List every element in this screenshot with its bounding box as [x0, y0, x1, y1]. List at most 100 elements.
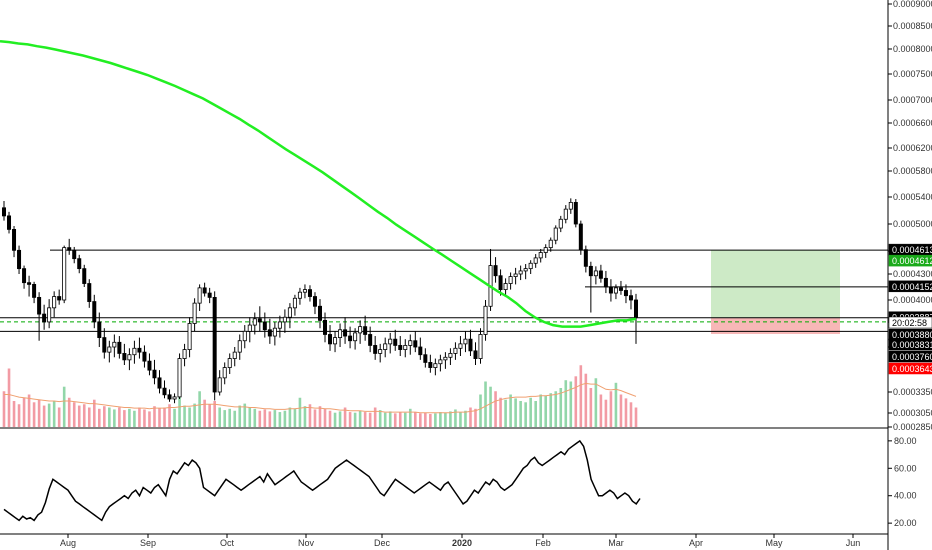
- volume-bar: [198, 391, 201, 427]
- volume-bar: [333, 412, 337, 427]
- candle-body: [212, 296, 217, 393]
- candle-body: [473, 350, 478, 359]
- volume-bar: [539, 394, 542, 427]
- volume-bar: [323, 408, 327, 427]
- volume-bar: [203, 399, 206, 427]
- price-tick-label: 0.0005000: [893, 219, 932, 229]
- candle-body: [257, 318, 262, 323]
- candle-body: [528, 262, 533, 270]
- candle-body: [97, 321, 102, 338]
- candle-body: [307, 289, 312, 297]
- candle-body: [127, 354, 132, 361]
- volume-bar: [614, 382, 618, 427]
- candle-body: [328, 334, 333, 345]
- volume-bar: [464, 410, 467, 427]
- volume-bar: [484, 381, 487, 427]
- volume-bar: [253, 408, 257, 427]
- price-tick-label: 0.0002850: [893, 422, 932, 432]
- volume-bar: [363, 412, 367, 427]
- price-tag: [888, 362, 932, 375]
- volume-bar: [599, 394, 603, 427]
- volume-bar: [283, 410, 287, 427]
- volume-bar: [298, 397, 302, 427]
- candle-body: [428, 362, 433, 368]
- candle-body: [568, 201, 573, 210]
- volume-bar: [589, 388, 593, 427]
- volume-bar: [228, 408, 232, 427]
- volume-bar: [98, 408, 101, 427]
- volume-bar: [92, 399, 96, 427]
- volume-bar: [173, 408, 176, 427]
- candle-body: [107, 346, 112, 353]
- candle-body: [142, 351, 147, 362]
- candle-body: [162, 387, 167, 396]
- candle-body: [317, 305, 322, 321]
- volume-bar: [308, 404, 312, 427]
- candle-body: [538, 252, 543, 259]
- candle-body: [373, 345, 378, 354]
- candle-body: [197, 287, 202, 304]
- volume-bar: [424, 412, 427, 427]
- volume-bar: [2, 391, 6, 427]
- candle-body: [217, 377, 222, 393]
- volume-bar: [193, 403, 196, 427]
- candle-body: [282, 316, 287, 323]
- volume-bar: [208, 404, 211, 427]
- candle-body: [277, 321, 282, 329]
- price-tick-label: 0.0006600: [893, 118, 932, 128]
- volume-bar: [238, 405, 242, 427]
- candle-body: [338, 329, 343, 338]
- candle-body: [147, 360, 152, 371]
- candle-body: [287, 307, 292, 318]
- price-tick-label: 0.0008500: [893, 21, 932, 31]
- volume-bar: [158, 408, 161, 427]
- candle-body: [152, 369, 157, 379]
- candle-body: [478, 334, 483, 359]
- candle-body: [573, 201, 578, 225]
- candle-body: [553, 227, 558, 241]
- volume-bar: [419, 413, 422, 427]
- candle-body: [202, 287, 207, 294]
- volume-bar: [12, 401, 16, 427]
- price-tick-label: 0.0003050: [893, 408, 932, 418]
- price-tag-label: 0.0004152: [892, 282, 932, 292]
- volume-bar: [328, 410, 332, 427]
- volume-bar: [123, 410, 126, 427]
- volume-bar: [82, 404, 86, 427]
- time-tick-label: Nov: [298, 538, 315, 548]
- candle-body: [112, 341, 117, 348]
- volume-bar: [524, 402, 527, 427]
- price-tag-label: 0.0003880: [892, 330, 932, 340]
- volume-bar: [233, 410, 237, 427]
- volume-bar: [489, 386, 492, 427]
- price-tag-label: 0.0004612: [892, 256, 932, 266]
- volume-bar: [153, 406, 156, 427]
- time-tick-label: Dec: [374, 538, 391, 548]
- volume-bar: [604, 399, 608, 427]
- volume-bar: [559, 388, 563, 427]
- price-tick-label: 0.0003350: [893, 387, 932, 397]
- volume-bar: [223, 410, 226, 427]
- candle-body: [408, 340, 413, 346]
- volume-bar: [32, 402, 36, 427]
- rsi-tick-label: 20.00: [894, 518, 917, 528]
- candle-body: [37, 296, 42, 315]
- volume-bar: [7, 368, 11, 427]
- volume-bar: [494, 391, 497, 427]
- candle-body: [22, 268, 27, 284]
- price-tick-label: 0.0007000: [893, 95, 932, 105]
- price-tick-label: 0.0009000: [893, 0, 932, 9]
- time-tick-label: Apr: [689, 538, 703, 548]
- candle-body: [237, 340, 242, 353]
- volume-bar: [67, 397, 71, 427]
- candle-body: [102, 337, 107, 353]
- target-zone: [711, 250, 840, 318]
- volume-bar: [118, 407, 121, 427]
- candle-body: [403, 345, 408, 350]
- rsi-tick-label: 40.00: [894, 491, 917, 501]
- candle-body: [383, 343, 388, 350]
- volume-bar: [534, 401, 537, 427]
- candle-body: [518, 270, 523, 275]
- candle-body: [353, 332, 358, 342]
